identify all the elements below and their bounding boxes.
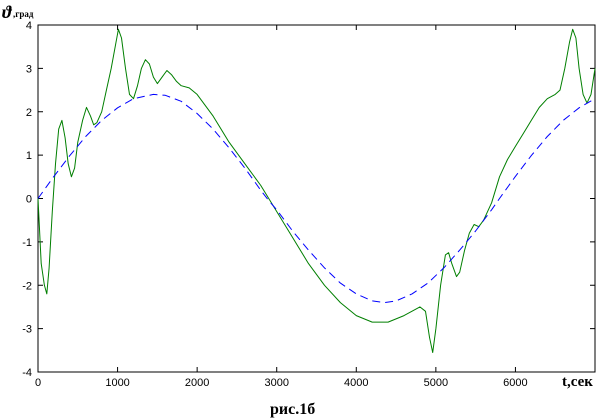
- y-tick-label: -2: [22, 280, 32, 292]
- series-line-dashed: [37, 93, 596, 304]
- series-group: [37, 28, 596, 353]
- x-tick-label: 1000: [105, 377, 129, 389]
- x-tick-label: 2000: [185, 377, 209, 389]
- y-tick-label: -3: [22, 324, 32, 336]
- x-tick-label: 5000: [424, 377, 448, 389]
- y-tick-label: -1: [22, 237, 32, 249]
- y-axis-subscript: ,град: [13, 9, 34, 19]
- x-tick-label: 0: [35, 377, 41, 389]
- x-axis-title: t,сек: [562, 374, 593, 390]
- tick-group: 0 1000 2000 3000 4000 5000 6000 -4 -3 -2 -1 0 1 2 3 4: [22, 20, 595, 389]
- y-tick-label: 2: [26, 107, 32, 119]
- figure-caption: рис.1б: [270, 401, 315, 418]
- y-tick-label: 3: [26, 63, 32, 75]
- y-tick-label: 4: [26, 20, 32, 32]
- series-line-solid: [37, 28, 596, 353]
- y-tick-label: -4: [22, 367, 32, 379]
- x-tick-label: 3000: [264, 377, 288, 389]
- x-tick-label: 4000: [344, 377, 368, 389]
- x-tick-label: 6000: [503, 377, 527, 389]
- y-tick-label: 0: [26, 194, 32, 206]
- plot-frame: [37, 24, 596, 373]
- y-tick-label: 1: [26, 150, 32, 162]
- y-axis-symbol: ϑ: [2, 2, 13, 22]
